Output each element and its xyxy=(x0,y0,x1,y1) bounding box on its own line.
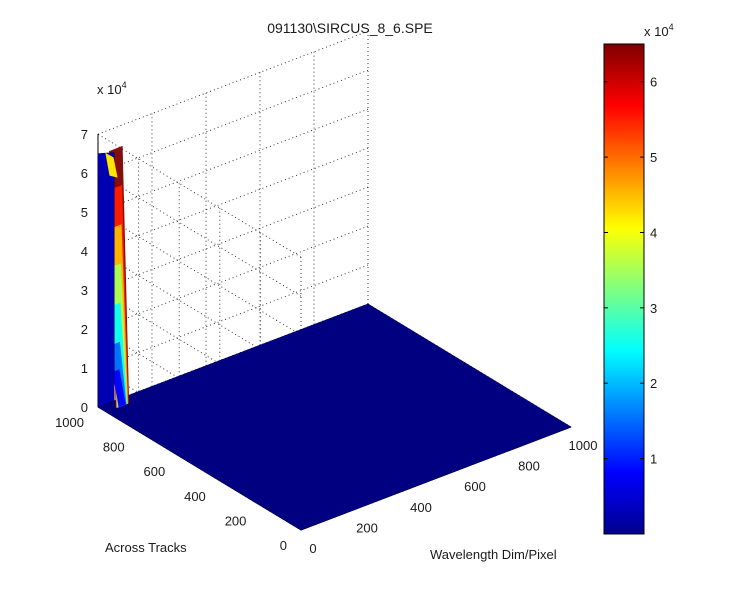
z-tick-label: 3 xyxy=(81,283,88,298)
wall-right-grid-h xyxy=(97,264,369,369)
y-tick-label: 600 xyxy=(143,464,165,479)
y-tick-label: 400 xyxy=(184,489,206,504)
x-tick-label: 200 xyxy=(356,520,378,535)
colorbar-tick-label: 6 xyxy=(650,75,657,90)
colorbar-tick-label: 3 xyxy=(650,301,657,316)
surface-baseline xyxy=(97,303,572,531)
z-tick-label: 1 xyxy=(81,361,88,376)
wall-right-grid-h xyxy=(97,108,369,213)
y-tick-label: 200 xyxy=(225,513,247,528)
wall-left-grid-h xyxy=(97,133,302,258)
colorbar xyxy=(603,43,645,535)
x-tick-label: 0 xyxy=(309,541,316,556)
wall-right-grid-h xyxy=(97,69,369,174)
z-tick-label: 2 xyxy=(81,322,88,337)
x-tick-label: 800 xyxy=(518,459,540,474)
z-tick-label: 5 xyxy=(81,205,88,220)
peak-face xyxy=(97,152,115,408)
y-axis-label: Across Tracks xyxy=(105,540,187,555)
wall-right-grid-h xyxy=(97,225,369,330)
colorbar-tick-label: 1 xyxy=(650,452,657,467)
wall-left-grid-h xyxy=(97,172,302,297)
tick-labels: 0200400600800100002004006008001000012345… xyxy=(55,127,597,556)
z-tick-label: 0 xyxy=(81,400,88,415)
chart-title: 091130\SIRCUS_8_6.SPE xyxy=(267,20,433,36)
z-exponent-label: x 104 xyxy=(97,80,127,97)
wall-right-grid-h xyxy=(97,147,369,252)
y-tick-label: 800 xyxy=(103,440,125,455)
colorbar-tick-label: 4 xyxy=(650,226,657,241)
x-axis-label: Wavelength Dim/Pixel xyxy=(430,547,557,562)
y-tick-label: 1000 xyxy=(55,415,84,430)
peak-strip xyxy=(112,369,126,408)
z-tick-label: 7 xyxy=(81,127,88,142)
colorbar-tick-label: 5 xyxy=(650,150,657,165)
wall-left-grid-h xyxy=(97,211,302,336)
z-tick-label: 4 xyxy=(81,244,88,259)
wall-right-grid-h xyxy=(97,30,369,135)
colorbar-tick-label: 2 xyxy=(650,376,657,391)
colorbar-exponent-label: x 104 xyxy=(644,22,674,39)
wall-right-grid-h xyxy=(97,186,369,291)
y-tick-label: 0 xyxy=(280,538,287,553)
surface-plot xyxy=(97,145,572,531)
peak-top xyxy=(105,152,118,178)
z-tick-label: 6 xyxy=(81,166,88,181)
x-tick-label: 600 xyxy=(464,479,486,494)
x-tick-label: 400 xyxy=(410,500,432,515)
colorbar-ticks: 1 2 3 4 5 6 xyxy=(604,75,657,467)
x-tick-label: 1000 xyxy=(569,438,598,453)
